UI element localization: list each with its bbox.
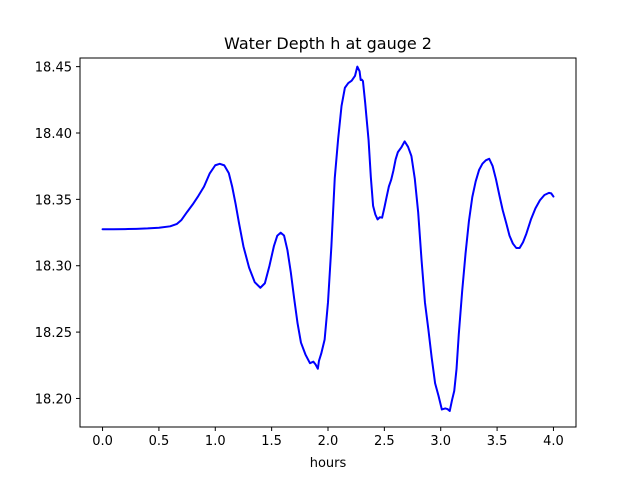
y-tick-label: 18.40 xyxy=(35,127,72,142)
x-tick-label: 0.5 xyxy=(149,434,170,449)
x-tick-label: 1.5 xyxy=(261,434,282,449)
chart-title: Water Depth h at gauge 2 xyxy=(224,34,432,53)
x-axis-label: hours xyxy=(310,456,347,471)
x-tick-label: 2.0 xyxy=(318,434,339,449)
y-tick-label: 18.20 xyxy=(35,392,72,407)
x-tick-label: 3.5 xyxy=(487,434,508,449)
y-tick-label: 18.35 xyxy=(35,193,72,208)
plot-area xyxy=(101,65,555,412)
y-tick-label: 18.45 xyxy=(35,61,72,76)
x-axis: 0.0 0.5 1.0 1.5 2.0 2.5 3.0 3.5 4.0 xyxy=(92,427,564,449)
x-tick-label: 0.0 xyxy=(92,434,113,449)
x-tick-label: 3.0 xyxy=(430,434,451,449)
series-line xyxy=(101,65,555,412)
x-tick-label: 2.5 xyxy=(374,434,395,449)
x-tick-label: 1.0 xyxy=(205,434,226,449)
y-tick-label: 18.30 xyxy=(35,260,72,275)
x-tick-label: 4.0 xyxy=(543,434,564,449)
y-axis: 18.20 18.25 18.30 18.35 18.40 18.45 xyxy=(35,61,80,407)
y-tick-label: 18.25 xyxy=(35,326,72,341)
